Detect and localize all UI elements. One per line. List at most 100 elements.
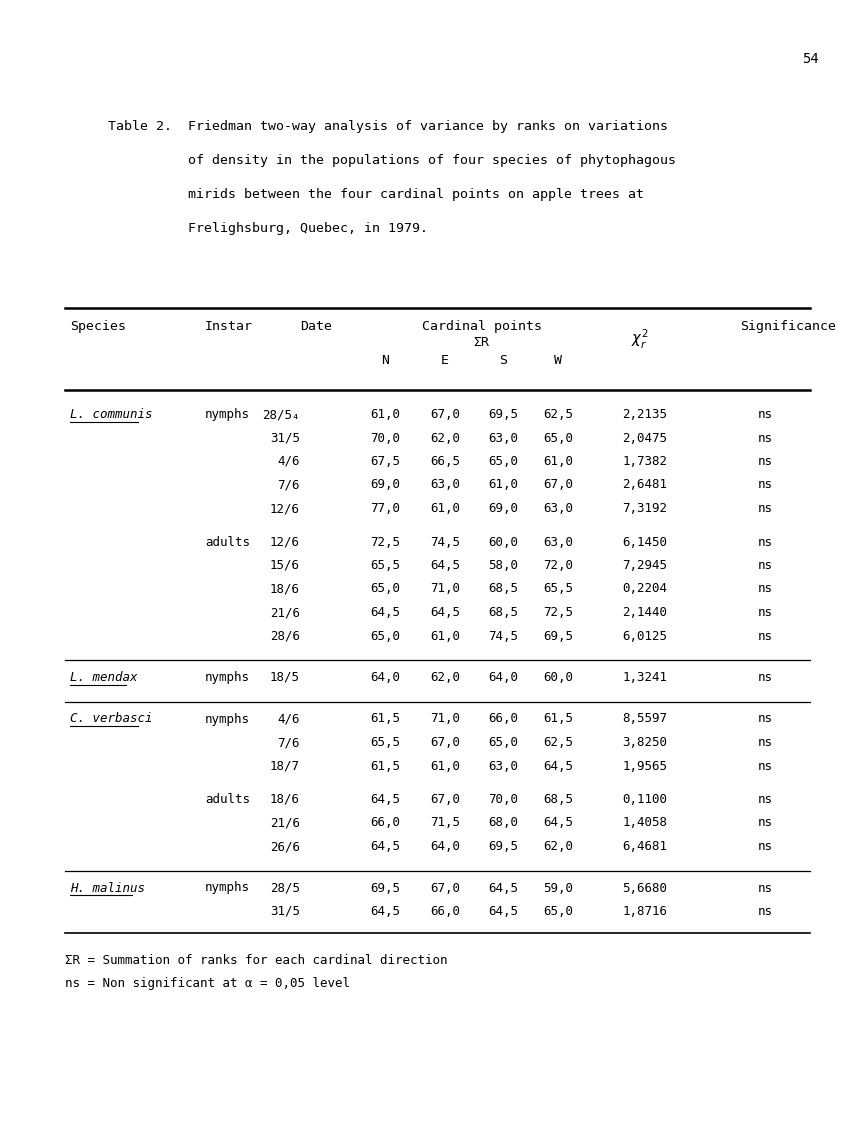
Text: 71,5: 71,5	[430, 817, 460, 829]
Text: 7,2945: 7,2945	[623, 559, 667, 572]
Text: ns: ns	[758, 793, 772, 806]
Text: 63,0: 63,0	[488, 760, 518, 772]
Text: of density in the populations of four species of phytophagous: of density in the populations of four sp…	[108, 154, 676, 167]
Text: 65,0: 65,0	[488, 454, 518, 468]
Text: 66,0: 66,0	[430, 906, 460, 918]
Text: 63,0: 63,0	[430, 478, 460, 492]
Text: 64,5: 64,5	[488, 882, 518, 894]
Text: 12/6: 12/6	[270, 502, 300, 515]
Text: 1,3241: 1,3241	[623, 671, 667, 685]
Text: ns: ns	[758, 432, 772, 444]
Text: 31/5: 31/5	[270, 432, 300, 444]
Text: 21/6: 21/6	[270, 606, 300, 618]
Text: Species: Species	[70, 320, 126, 333]
Text: 64,5: 64,5	[430, 606, 460, 618]
Text: 67,0: 67,0	[430, 736, 460, 749]
Text: ns: ns	[758, 454, 772, 468]
Text: N: N	[381, 354, 389, 367]
Text: 63,0: 63,0	[543, 535, 573, 549]
Text: S: S	[499, 354, 507, 367]
Text: 64,5: 64,5	[370, 906, 400, 918]
Text: 70,0: 70,0	[370, 432, 400, 444]
Text: ns: ns	[758, 817, 772, 829]
Text: 64,5: 64,5	[430, 559, 460, 572]
Text: 65,0: 65,0	[543, 906, 573, 918]
Text: 18/5: 18/5	[270, 671, 300, 685]
Text: ns: ns	[758, 582, 772, 596]
Text: 60,0: 60,0	[543, 671, 573, 685]
Text: $\chi^2_r$: $\chi^2_r$	[631, 328, 648, 351]
Text: ns: ns	[758, 839, 772, 853]
Text: 21/6: 21/6	[270, 817, 300, 829]
Text: 61,0: 61,0	[430, 630, 460, 642]
Text: 2,2135: 2,2135	[623, 408, 667, 421]
Text: 67,0: 67,0	[430, 882, 460, 894]
Text: ns: ns	[758, 630, 772, 642]
Text: 61,0: 61,0	[543, 454, 573, 468]
Text: 62,0: 62,0	[430, 671, 460, 685]
Text: 63,0: 63,0	[543, 502, 573, 515]
Text: Table 2.  Friedman two-way analysis of variance by ranks on variations: Table 2. Friedman two-way analysis of va…	[108, 120, 668, 133]
Text: 72,0: 72,0	[543, 559, 573, 572]
Text: 67,0: 67,0	[430, 793, 460, 806]
Text: 72,5: 72,5	[543, 606, 573, 618]
Text: Date: Date	[300, 320, 332, 333]
Text: 64,5: 64,5	[488, 906, 518, 918]
Text: ns: ns	[758, 882, 772, 894]
Text: 61,5: 61,5	[370, 760, 400, 772]
Text: nymphs: nymphs	[205, 882, 250, 894]
Text: ns: ns	[758, 408, 772, 421]
Text: 3,8250: 3,8250	[623, 736, 667, 749]
Text: 12/6: 12/6	[270, 535, 300, 549]
Text: Instar: Instar	[205, 320, 253, 333]
Text: 69,5: 69,5	[488, 408, 518, 421]
Text: 65,5: 65,5	[543, 582, 573, 596]
Text: 64,5: 64,5	[370, 839, 400, 853]
Text: ns: ns	[758, 760, 772, 772]
Text: 61,0: 61,0	[430, 502, 460, 515]
Text: nymphs: nymphs	[205, 713, 250, 726]
Text: 61,5: 61,5	[543, 713, 573, 726]
Text: 6,0125: 6,0125	[623, 630, 667, 642]
Text: 7,3192: 7,3192	[623, 502, 667, 515]
Text: 0,1100: 0,1100	[623, 793, 667, 806]
Text: ns: ns	[758, 559, 772, 572]
Text: 7/6: 7/6	[277, 478, 300, 492]
Text: 64,0: 64,0	[430, 839, 460, 853]
Text: 68,5: 68,5	[543, 793, 573, 806]
Text: 66,5: 66,5	[430, 454, 460, 468]
Text: 64,5: 64,5	[543, 817, 573, 829]
Text: 28/5₄: 28/5₄	[263, 408, 300, 421]
Text: ns: ns	[758, 736, 772, 749]
Text: 61,0: 61,0	[430, 760, 460, 772]
Text: 2,0475: 2,0475	[623, 432, 667, 444]
Text: 2,6481: 2,6481	[623, 478, 667, 492]
Text: 6,4681: 6,4681	[623, 839, 667, 853]
Text: 62,5: 62,5	[543, 736, 573, 749]
Text: 60,0: 60,0	[488, 535, 518, 549]
Text: ns: ns	[758, 671, 772, 685]
Text: 59,0: 59,0	[543, 882, 573, 894]
Text: 5,6680: 5,6680	[623, 882, 667, 894]
Text: 68,5: 68,5	[488, 606, 518, 618]
Text: C. verbasci: C. verbasci	[70, 713, 152, 726]
Text: ns: ns	[758, 713, 772, 726]
Text: 65,5: 65,5	[370, 559, 400, 572]
Text: 31/5: 31/5	[270, 906, 300, 918]
Text: ns = Non significant at α = 0,05 level: ns = Non significant at α = 0,05 level	[65, 976, 350, 990]
Text: E: E	[441, 354, 449, 367]
Text: 69,5: 69,5	[370, 882, 400, 894]
Text: 64,5: 64,5	[543, 760, 573, 772]
Text: 28/5: 28/5	[270, 882, 300, 894]
Text: 4/6: 4/6	[277, 713, 300, 726]
Text: 65,0: 65,0	[370, 630, 400, 642]
Text: ΣR: ΣR	[474, 336, 490, 349]
Text: 65,0: 65,0	[370, 582, 400, 596]
Text: 8,5597: 8,5597	[623, 713, 667, 726]
Text: 74,5: 74,5	[488, 630, 518, 642]
Text: 66,0: 66,0	[370, 817, 400, 829]
Text: 2,1440: 2,1440	[623, 606, 667, 618]
Text: 61,0: 61,0	[370, 408, 400, 421]
Text: 68,0: 68,0	[488, 817, 518, 829]
Text: 58,0: 58,0	[488, 559, 518, 572]
